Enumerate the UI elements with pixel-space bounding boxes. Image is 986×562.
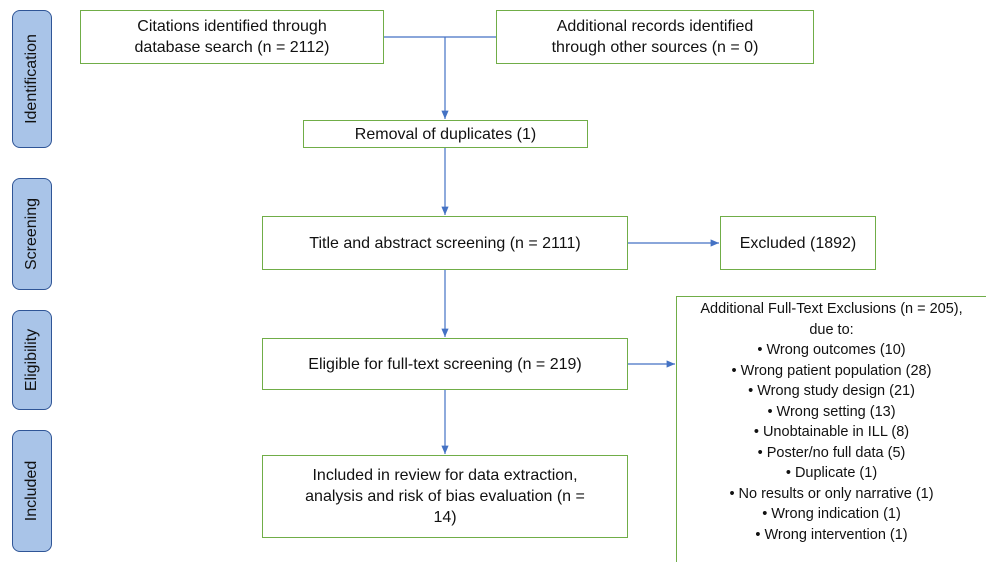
stage-text: Eligibility [23,328,40,392]
exclusions-title: due to: [809,321,854,338]
node-text: Excluded (1892) [739,234,857,252]
node: Eligible for full-text screening (n = 21… [262,338,628,390]
exclusion-item: • Wrong patient population (28) [731,362,932,379]
exclusion-item: • Duplicate (1) [785,465,878,481]
stage-text: Included [23,460,40,522]
stage-label: Included [12,430,52,552]
node-text: 14) [433,509,457,526]
node: Citations identified through database sea… [80,10,384,64]
node-text: Additional records identified [556,18,754,35]
exclusion-item: • Wrong study design (21) [748,383,915,399]
exclusion-item: • Poster/no full data (5) [757,444,906,461]
node-text: database search (n = 2112) [134,39,330,56]
node-text: Included in review for data extraction, [312,467,578,484]
node-text: analysis and risk of bias evaluation (n … [305,488,585,505]
exclusion-item: • Wrong intervention (1) [755,526,908,543]
node-text: Citations identified through [137,18,327,35]
node-text: Title and abstract screening (n = 2111) [309,234,581,252]
stage-text: Identification [23,34,40,124]
node: Removal of duplicates (1) [303,120,588,148]
node: Excluded (1892) [720,216,876,270]
node: Additional records identified through oth… [496,10,814,64]
stage-label: Identification [12,10,52,148]
exclusions-box: Additional Full-Text Exclusions (n = 205… [676,296,986,562]
exclusion-item: • Unobtainable in ILL (8) [753,424,910,440]
exclusions-title: Additional Full-Text Exclusions (n = 205… [700,301,963,317]
stage-label: Eligibility [12,310,52,410]
stage-text: Screening [23,197,40,271]
exclusion-item: • Wrong indication (1) [762,506,901,522]
node-text: Removal of duplicates (1) [354,125,537,143]
exclusion-item: • Wrong setting (13) [767,403,896,420]
stage-label: Screening [12,178,52,290]
exclusion-item: • Wrong outcomes (10) [757,342,906,358]
node: Title and abstract screening (n = 2111) [262,216,628,270]
node: Included in review for data extraction, a… [262,455,628,538]
node-text: Eligible for full-text screening (n = 21… [308,355,582,373]
exclusion-item: • No results or only narrative (1) [729,485,934,502]
node-text: through other sources (n = 0) [551,39,759,56]
